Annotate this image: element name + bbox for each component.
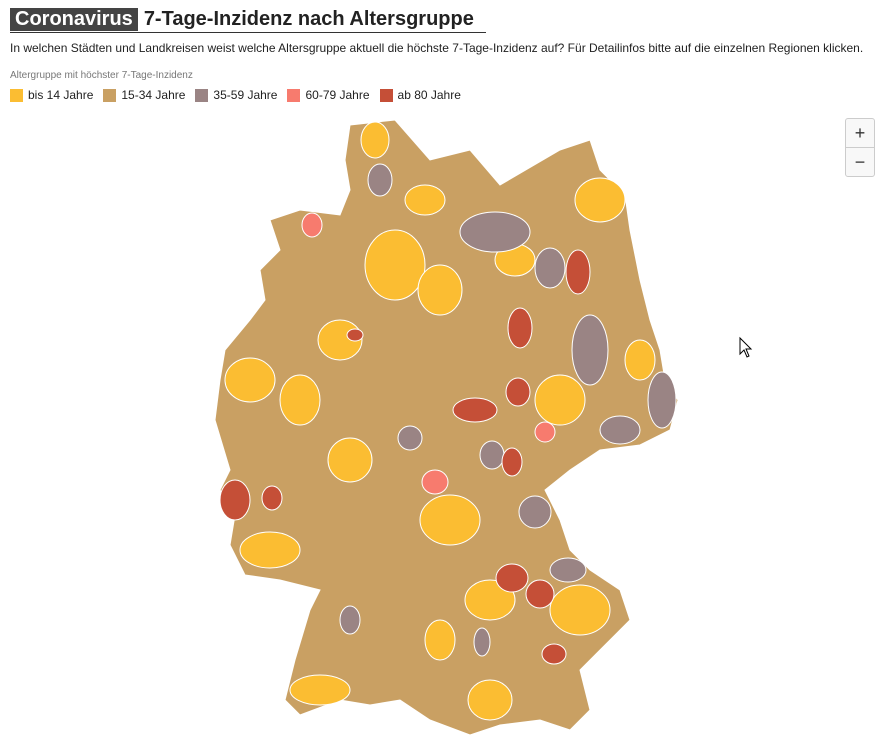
region[interactable] [574,177,626,223]
region[interactable] [339,605,361,635]
region[interactable] [624,339,656,381]
region[interactable] [279,374,321,426]
region[interactable] [219,479,251,521]
region[interactable] [518,495,552,529]
region[interactable] [464,579,516,621]
region[interactable] [534,374,586,426]
legend-swatch [103,88,117,102]
zoom-in[interactable]: + [854,123,866,143]
region[interactable] [473,627,491,657]
legend-item: 35-59 Jahre [195,88,277,102]
region[interactable] [417,264,463,316]
legend-label: 35-59 Jahre [213,88,278,102]
region[interactable] [467,679,513,721]
region[interactable] [224,357,276,403]
region[interactable] [364,229,426,301]
region[interactable] [599,415,641,445]
region[interactable] [301,212,323,238]
region[interactable] [419,494,481,546]
legend-swatch [195,88,209,102]
legend-label: 60-79 Jahre [305,88,370,102]
region[interactable] [327,437,373,483]
region[interactable] [452,397,498,423]
legend: bis 14 Jahre 15-34 Jahre 35-59 Jahre 60-79 … [10,88,471,102]
region[interactable] [501,447,523,477]
region[interactable] [360,121,390,159]
title: 7-Tage-Inzidenz nach Altersgruppe [143,8,474,30]
regions [219,121,677,721]
region[interactable] [534,421,556,443]
region[interactable] [571,314,609,386]
legend-title: Altergruppe mit höchster 7-Tage-Inzidenz [10,70,193,81]
map [214,119,753,736]
region[interactable] [261,485,283,511]
region[interactable] [525,579,555,609]
zoom-control: + − [845,118,875,177]
region[interactable] [507,307,533,349]
region[interactable] [541,643,567,665]
legend-item: 60-79 Jahre [287,88,370,102]
legend-label: ab 80 Jahre [397,88,461,102]
region[interactable] [424,619,456,661]
legend-item: ab 80 Jahre [379,88,461,102]
region[interactable] [505,377,531,407]
region[interactable] [346,328,364,342]
subtitle: In welchen Städten und Landkreisen weist… [10,41,864,55]
region[interactable] [495,563,529,593]
region[interactable] [479,440,505,470]
region[interactable] [565,249,591,295]
legend-label: bis 14 Jahre [28,88,94,102]
region[interactable] [459,211,531,253]
tag: Coronavirus [10,8,138,31]
region[interactable] [549,557,587,583]
header: Coronavirus 7-Tage-Inzidenz nach Altersg… [10,8,486,33]
cursor [739,336,753,358]
legend-swatch [379,88,393,102]
region[interactable] [239,531,301,569]
region[interactable] [549,584,611,636]
legend-swatch [287,88,301,102]
zoom-out[interactable]: − [846,147,874,176]
region[interactable] [289,674,351,706]
legend-swatch [10,88,23,102]
region[interactable] [404,184,446,216]
region[interactable] [647,371,677,429]
region[interactable] [397,425,423,451]
legend-item: bis 14 Jahre [10,88,93,102]
region[interactable] [534,247,566,289]
legend-label: 15-34 Jahre [121,88,186,102]
legend-item: 15-34 Jahre [103,88,185,102]
region[interactable] [367,163,393,197]
region[interactable] [421,469,449,495]
